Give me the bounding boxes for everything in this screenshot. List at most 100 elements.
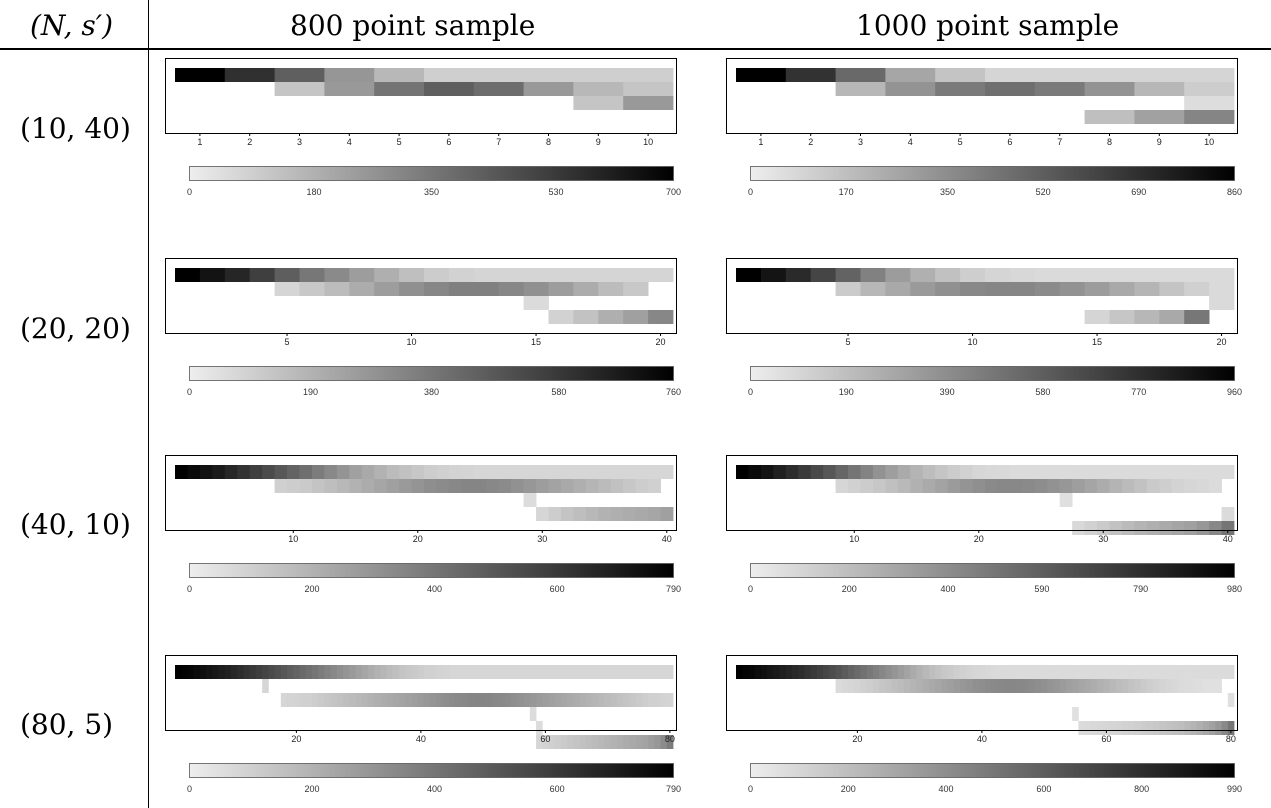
heatmap-cell <box>1034 282 1061 296</box>
heatmap-panel: 5 10 15 20 <box>165 258 677 347</box>
heatmap-cell <box>187 665 195 679</box>
heatmap-cell <box>430 693 437 707</box>
row-label: (80, 5) <box>20 708 114 741</box>
colorbar-tick-label: 200 <box>305 784 320 794</box>
heatmap-cell <box>885 679 893 693</box>
heatmap-cell <box>598 465 612 479</box>
colorbar-tick-label: 760 <box>666 387 681 397</box>
colorbar-gradient <box>189 166 674 181</box>
heatmap-cell <box>498 465 512 479</box>
heatmap-cell <box>1059 465 1073 479</box>
colorbar-tick-label: 400 <box>939 784 954 794</box>
heatmap-cell <box>1097 679 1104 693</box>
heatmap-cell <box>1097 521 1110 535</box>
x-tick-label: 15 <box>1092 337 1102 347</box>
heatmap-cell <box>1053 665 1061 679</box>
heatmap-cell <box>1159 521 1173 535</box>
heatmap-cell <box>935 68 986 82</box>
heatmap-cell <box>997 465 1011 479</box>
x-tick-label: 80 <box>665 734 675 744</box>
heatmap-cell <box>985 479 998 493</box>
heatmap-cell <box>511 465 524 479</box>
heatmap-cell <box>523 665 531 679</box>
heatmap-cell <box>598 507 612 521</box>
colorbar: 0 200 400 590 790 980 <box>748 563 1242 594</box>
colorbar-tick-label: 0 <box>748 187 753 197</box>
heatmap-cell <box>1177 721 1185 735</box>
heatmap-cell <box>604 735 612 749</box>
colorbar-gradient <box>189 563 674 578</box>
colorbar-tick-label: 790 <box>666 784 681 794</box>
heatmap-cell <box>311 693 319 707</box>
heatmap-cell <box>885 268 911 282</box>
heatmap-cell <box>1146 679 1154 693</box>
colorbar-tick-label: 0 <box>187 387 192 397</box>
heatmap-cell <box>324 82 375 96</box>
heatmap-cell <box>467 665 475 679</box>
heatmap-cell <box>991 679 998 693</box>
heatmap-cell <box>293 693 300 707</box>
heatmap-cell <box>405 693 412 707</box>
heatmap-cell <box>1034 479 1048 493</box>
heatmap-cell <box>548 479 562 493</box>
heatmap-cell <box>336 479 350 493</box>
heatmap-cell <box>1109 679 1117 693</box>
heatmap-cell <box>175 268 201 282</box>
heatmap-cell <box>810 268 836 282</box>
heatmap-cell <box>554 735 562 749</box>
heatmap-cell <box>1022 679 1029 693</box>
heatmap-cell <box>311 479 325 493</box>
heatmap-cell <box>374 82 425 96</box>
heatmap-cell <box>960 268 986 282</box>
heatmap-cell <box>1215 665 1222 679</box>
heatmap-cell <box>947 679 955 693</box>
colorbar-tick-label: 180 <box>306 187 321 197</box>
heatmap-cell <box>1016 665 1023 679</box>
heatmap-cell <box>199 268 226 282</box>
heatmap-cell <box>1159 479 1173 493</box>
heatmap-cell <box>1146 479 1160 493</box>
heatmap-cell <box>1190 665 1198 679</box>
heatmap-cell <box>511 665 518 679</box>
heatmap-cell <box>324 665 332 679</box>
heatmap-cell <box>592 693 599 707</box>
heatmap-cell <box>1121 665 1129 679</box>
heatmap-cell <box>610 693 618 707</box>
heatmap-cell <box>885 665 893 679</box>
heatmap-cell <box>885 465 899 479</box>
heatmap-cell <box>1084 679 1092 693</box>
heatmap-cell <box>872 479 886 493</box>
heatmap-cell <box>760 268 787 282</box>
heatmap-cell <box>1134 479 1148 493</box>
heatmap-cell <box>623 479 637 493</box>
heatmap-cell <box>1209 721 1216 735</box>
heatmap-cell <box>922 479 936 493</box>
heatmap-cell <box>305 665 313 679</box>
heatmap-cell <box>181 665 188 679</box>
heatmap-cell <box>1078 679 1085 693</box>
heatmap-cell <box>473 268 500 282</box>
heatmap-cell <box>1196 721 1204 735</box>
heatmap-cell <box>268 665 275 679</box>
x-tick-label: 5 <box>958 137 963 147</box>
heatmap-cell <box>324 465 338 479</box>
heatmap-cell <box>1134 310 1160 324</box>
heatmap-cell <box>1159 282 1185 296</box>
heatmap-cell <box>573 82 624 96</box>
heatmap-cell <box>1065 665 1073 679</box>
heatmap-cell <box>666 665 674 679</box>
heatmap-cell <box>461 665 468 679</box>
heatmap-cell <box>960 282 986 296</box>
heatmap-cell <box>879 679 886 693</box>
heatmap-panel: 20 40 60 80 <box>726 655 1238 744</box>
x-tick-label: 20 <box>1217 337 1227 347</box>
colorbar-tick-label: 400 <box>427 784 442 794</box>
heatmap-cell <box>785 665 793 679</box>
colorbar: 0 190 380 580 760 <box>187 366 681 397</box>
colorbar: 0 170 350 520 690 860 <box>748 166 1242 197</box>
heatmap-cell <box>1184 310 1210 324</box>
heatmap-cell <box>866 665 874 679</box>
heatmap-cell <box>199 465 213 479</box>
heatmap-cell <box>573 282 599 296</box>
x-tick-label: 10 <box>968 337 978 347</box>
